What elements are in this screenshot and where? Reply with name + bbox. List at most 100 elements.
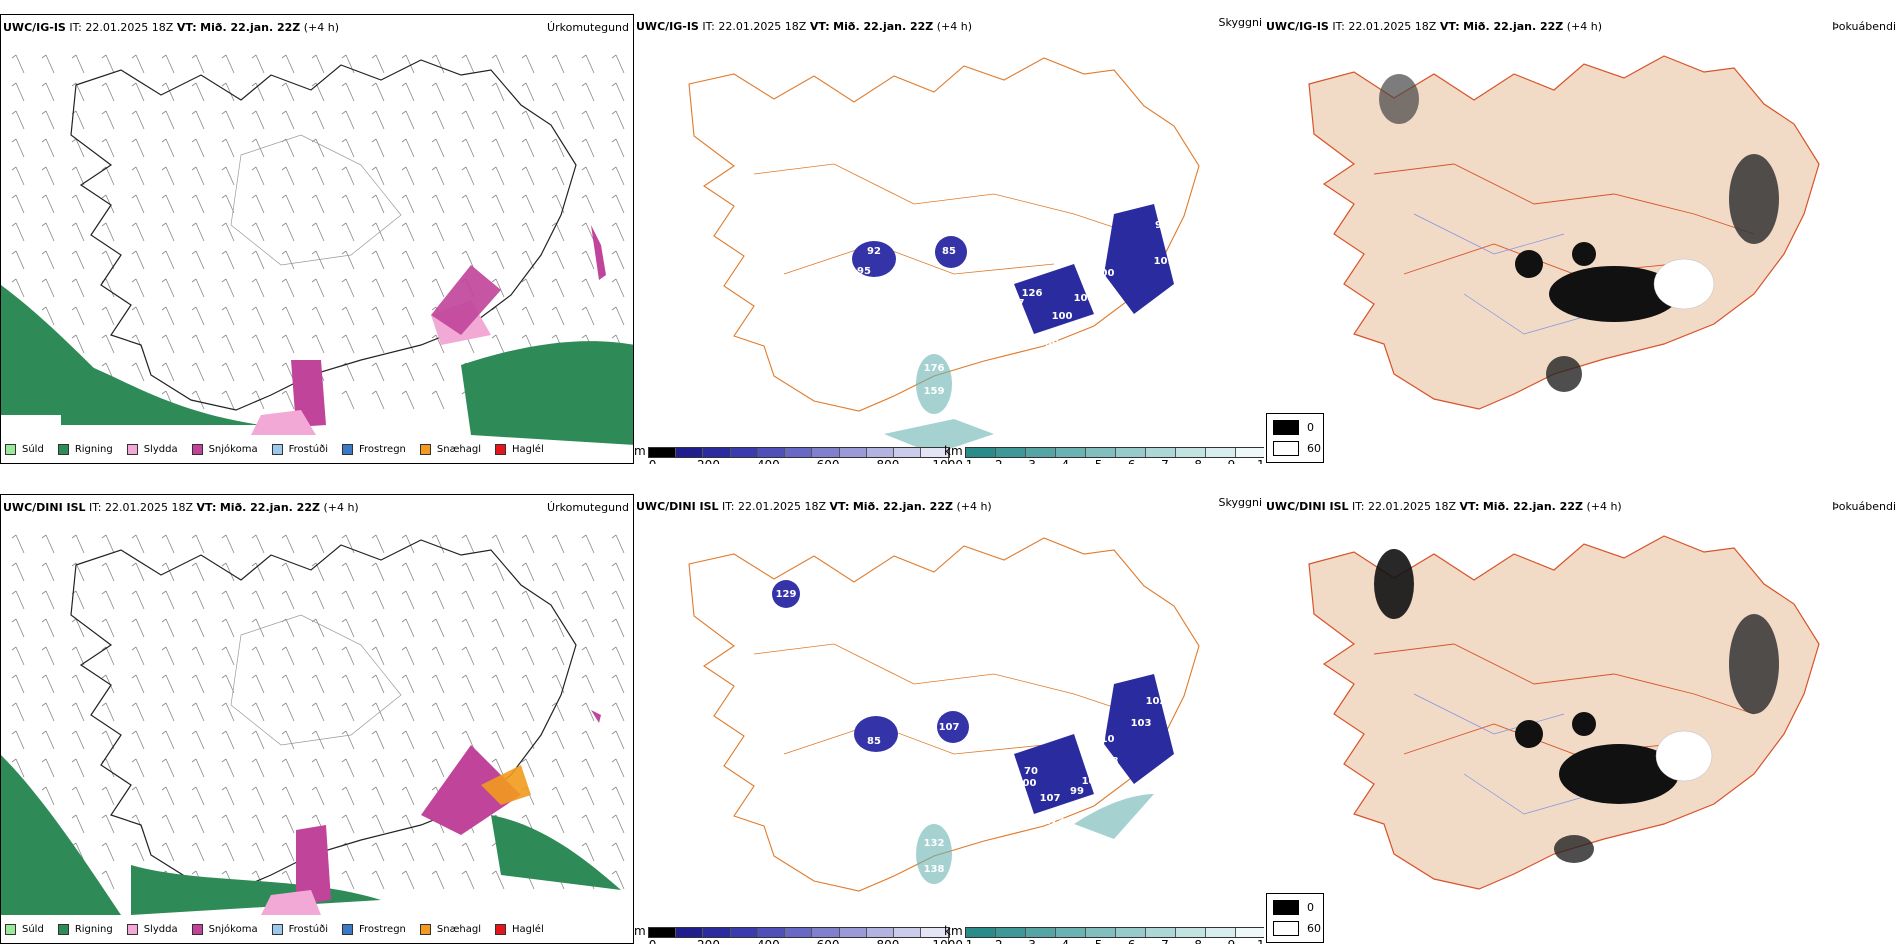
precip-legend-item: Súld — [5, 444, 44, 455]
fog-legend-swatch-white — [1273, 441, 1299, 456]
wind-barb — [371, 82, 385, 102]
wind-barb — [251, 618, 265, 638]
wind-barb — [341, 814, 355, 834]
cloud-base-label: 129 — [776, 589, 797, 600]
wind-barb — [101, 166, 115, 186]
wind-barb — [581, 222, 595, 242]
wind-barb — [11, 54, 25, 74]
wind-barb — [41, 54, 55, 74]
wind-barb — [341, 702, 355, 722]
wind-barb — [401, 534, 415, 554]
ceiling-tick-label: 0 — [649, 458, 657, 464]
wind-barb — [461, 138, 475, 158]
wind-barb — [191, 54, 205, 74]
wind-barb — [551, 534, 565, 554]
wind-barb — [71, 562, 85, 582]
model-name: UWC/DINI ISL — [636, 500, 719, 513]
wind-barb — [491, 758, 505, 778]
wind-barb — [581, 590, 595, 610]
wind-barb — [281, 646, 295, 666]
wind-barb — [71, 646, 85, 666]
wind-barb — [281, 534, 295, 554]
wind-barb — [431, 618, 445, 638]
wind-barb — [101, 138, 115, 158]
wind-barb — [281, 786, 295, 806]
wind-barb — [371, 362, 385, 382]
wind-barb — [611, 138, 625, 158]
wind-barb — [41, 730, 55, 750]
visibility-tick-label: 1 — [966, 458, 974, 464]
wind-barb — [311, 278, 325, 298]
wind-barb — [371, 534, 385, 554]
wind-barb — [551, 110, 565, 130]
it-label: IT: — [1352, 500, 1365, 513]
wind-barb — [611, 590, 625, 610]
wind-barb — [131, 646, 145, 666]
precip-legend-item: Rigning — [57, 444, 113, 455]
visibility-swatch — [1175, 928, 1206, 937]
wind-barb — [551, 138, 565, 158]
wind-barb — [401, 110, 415, 130]
precip-legend-swatch — [5, 924, 16, 935]
precip-legend-item: Snjókoma — [191, 444, 258, 455]
cloud-base-label: 159 — [924, 386, 945, 397]
wind-barb — [611, 250, 625, 270]
wind-barb — [401, 730, 415, 750]
wind-barb — [221, 730, 235, 750]
wind-barb — [251, 534, 265, 554]
wind-barb — [311, 786, 325, 806]
wind-barb — [401, 278, 415, 298]
wind-barb — [221, 278, 235, 298]
ceiling-tick-label: 200 — [697, 458, 720, 464]
visibility-colorbar: km 1 2 3 4 5 6 7 8 9 10 — [944, 444, 1264, 464]
wind-barb — [401, 870, 415, 890]
visibility-swatch — [995, 448, 1026, 457]
precip-legend-item: Rigning — [57, 924, 113, 935]
precip-legend-label: Frostregn — [359, 924, 406, 935]
wind-barb — [341, 194, 355, 214]
wind-barb — [491, 590, 505, 610]
wind-barb — [101, 534, 115, 554]
wind-barb — [341, 562, 355, 582]
vt-value: Mið. 22.jan. 22Z — [200, 21, 301, 34]
wind-barb — [101, 786, 115, 806]
visibility-tick-label: 8 — [1194, 938, 1202, 944]
ceiling-tick-label: 200 — [697, 938, 720, 944]
wind-barb — [491, 646, 505, 666]
wind-barb — [11, 138, 25, 158]
panel-title: Skyggni — [1218, 16, 1262, 29]
wind-barb — [431, 110, 445, 130]
wind-barb — [551, 758, 565, 778]
wind-barb — [131, 110, 145, 130]
wind-barb — [461, 730, 475, 750]
wind-barb — [161, 334, 175, 354]
lead-time: (+4 h) — [323, 501, 359, 514]
wind-barb — [281, 222, 295, 242]
wind-barb — [341, 534, 355, 554]
wind-barb — [251, 250, 265, 270]
wind-barb — [551, 590, 565, 610]
wind-barb — [521, 646, 535, 666]
visibility-tick-label: 9 — [1228, 938, 1236, 944]
wind-barb — [521, 306, 535, 326]
wind-barb — [401, 618, 415, 638]
wind-barb — [191, 702, 205, 722]
wind-barb — [341, 730, 355, 750]
wind-barb — [71, 166, 85, 186]
cloud-base-label: 102 — [1087, 286, 1108, 297]
wind-barb — [551, 646, 565, 666]
wind-barb — [221, 618, 235, 638]
wind-barb — [551, 278, 565, 298]
precip-legend-swatch — [419, 924, 431, 935]
precip-legend-swatch — [5, 444, 16, 455]
model-name: UWC/IG-IS — [1266, 20, 1329, 33]
panel-title: Þokuábendi — [1832, 20, 1896, 33]
ceiling-tick-label: 600 — [817, 938, 840, 944]
wind-barb — [611, 814, 625, 834]
precip-legend-label: Frostúði — [288, 444, 328, 455]
cloud-base-label: 107 — [939, 722, 960, 733]
ceiling-tick-label: 400 — [757, 458, 780, 464]
wind-barb — [251, 110, 265, 130]
wind-barb — [581, 250, 595, 270]
cloud-base-label: 107 — [1004, 298, 1025, 309]
